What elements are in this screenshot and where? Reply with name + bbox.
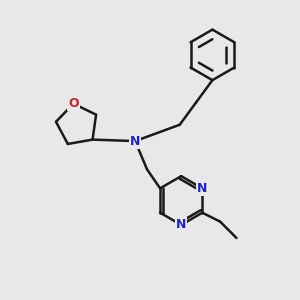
Text: N: N xyxy=(176,218,186,231)
Text: N: N xyxy=(130,135,140,148)
Text: N: N xyxy=(197,182,208,195)
Text: O: O xyxy=(68,97,79,110)
